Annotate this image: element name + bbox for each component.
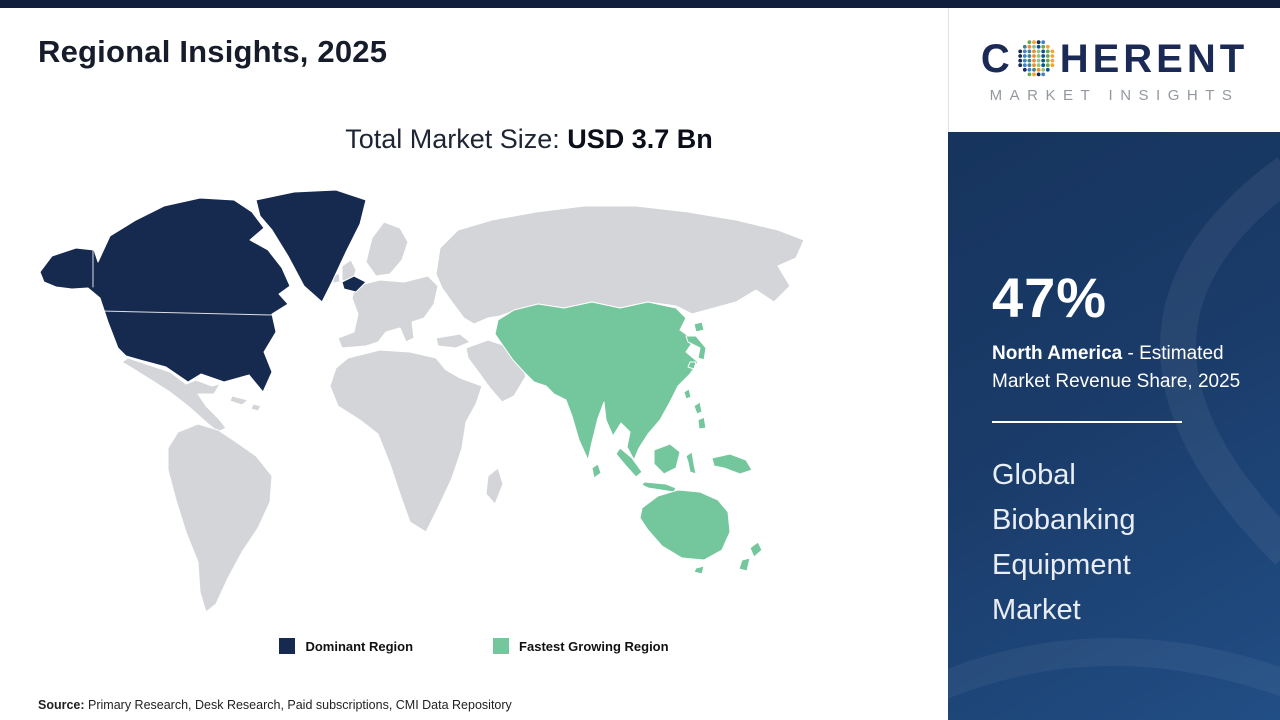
brand-wordmark: C HERENT (981, 37, 1248, 82)
map-region-north-america (39, 190, 367, 393)
fastest-growing-region-label: Fastest Growing Region (519, 638, 669, 654)
legend-item-fastest-growing: Fastest Growing Region (493, 638, 669, 654)
brand-logo: C HERENT MARKET INSIGHTS (948, 8, 1280, 132)
world-map (39, 190, 805, 613)
stat-value: 47% (992, 266, 1108, 329)
market-size-value: USD 3.7 Bn (567, 124, 713, 154)
stat-region: North America (992, 343, 1123, 364)
dotted-globe-icon (1018, 40, 1055, 77)
legend: Dominant Region Fastest Growing Region (0, 638, 948, 654)
page-title: Regional Insights, 2025 (38, 34, 388, 69)
panel-divider (992, 421, 1182, 424)
report-title: Global Biobanking Equipment Market (992, 459, 1136, 626)
market-size-subtitle: Total Market Size: USD 3.7 Bn (55, 124, 1003, 155)
brand-tagline: MARKET INSIGHTS (989, 86, 1240, 104)
legend-item-dominant: Dominant Region (279, 638, 413, 654)
us-canada-border-line (92, 249, 273, 316)
sidebar: C HERENT MARKET INSIGHTS 47% North Ameri… (948, 8, 1280, 720)
brand-letter-c: C (980, 36, 1014, 81)
top-accent-bar (0, 0, 1280, 8)
brand-letters-herent: HERENT (1059, 36, 1249, 81)
main-content: Regional Insights, 2025 Total Market Siz… (0, 8, 948, 720)
stat-metric: - Estimated Market Revenue Share, 2025 (992, 343, 1241, 392)
highlight-panel: 47% North America - Estimated Market Rev… (948, 132, 1280, 720)
fastest-growing-region-swatch (493, 638, 510, 654)
dominant-region-label: Dominant Region (305, 638, 414, 654)
source-label: Source: (38, 698, 85, 712)
map-region-rest-of-world (121, 205, 805, 613)
source-text: Primary Research, Desk Research, Paid su… (84, 698, 512, 712)
market-size-label: Total Market Size: (345, 124, 568, 154)
map-region-asia-pacific (494, 301, 763, 575)
dominant-region-swatch (279, 638, 296, 654)
stat-description: North America - Estimated Market Revenue… (992, 340, 1250, 395)
source-note: Source: Primary Research, Desk Research,… (38, 698, 512, 712)
